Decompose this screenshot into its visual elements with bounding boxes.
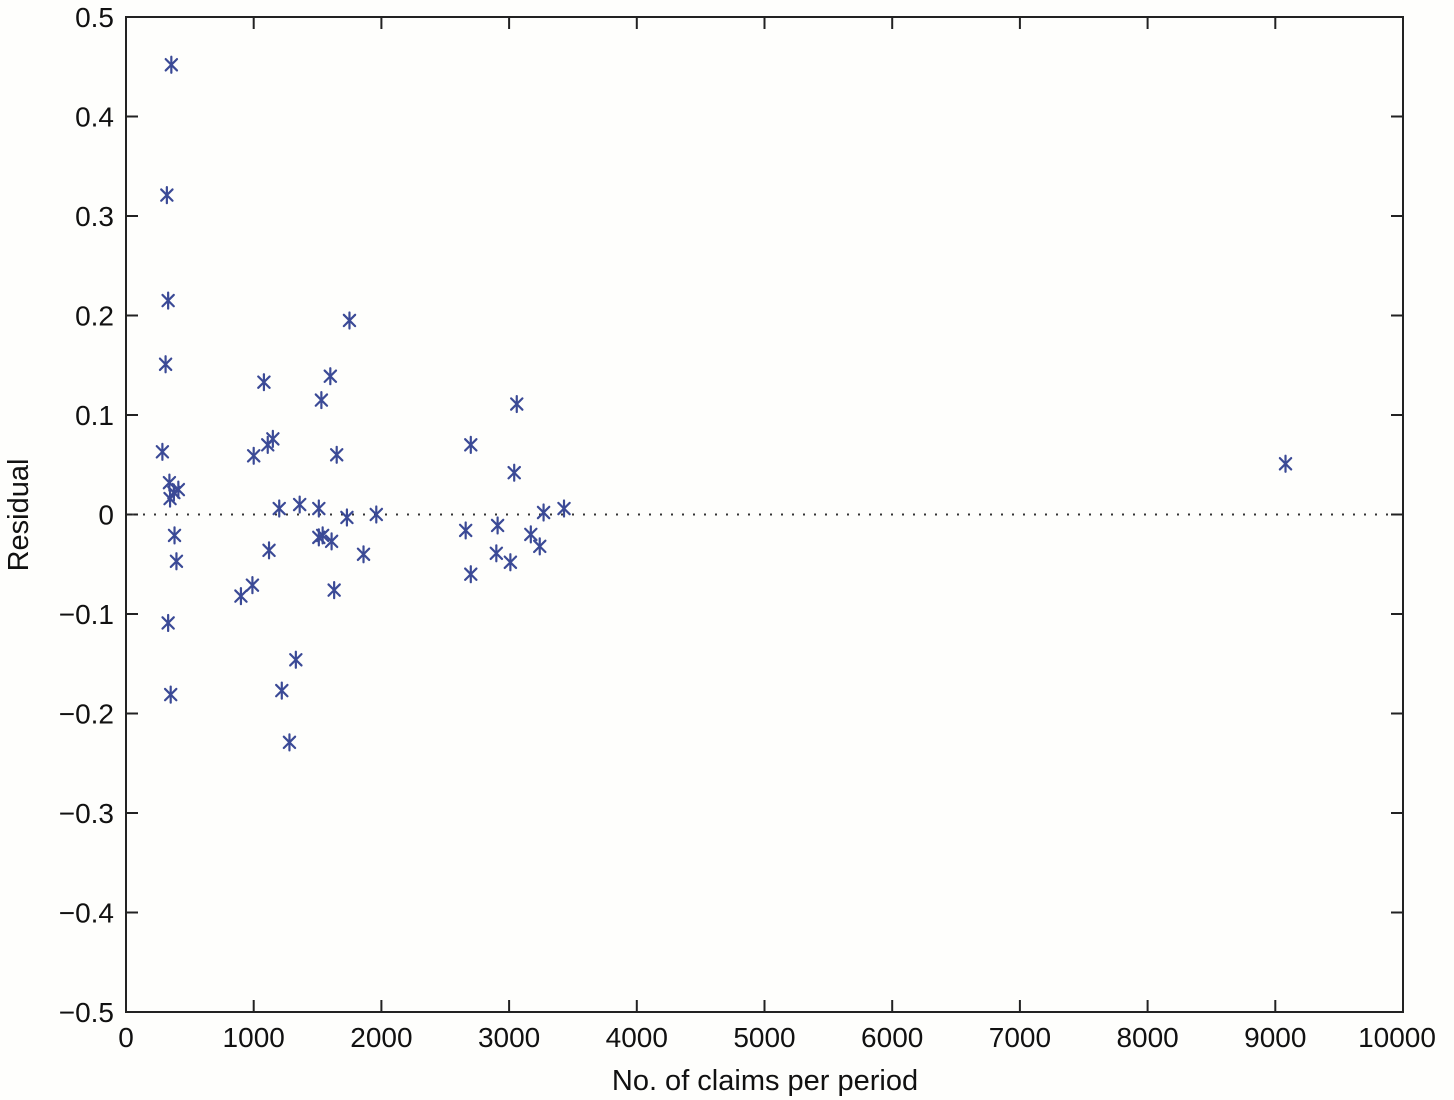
x-tick-label: 6000	[861, 1022, 923, 1053]
data-point	[167, 526, 182, 545]
y-tick-label: −0.5	[59, 997, 114, 1028]
data-point	[342, 311, 357, 330]
y-tick-label: −0.4	[59, 898, 114, 929]
data-point	[340, 508, 354, 527]
x-tick-label: 3000	[478, 1022, 540, 1053]
x-tick-label: 7000	[989, 1022, 1051, 1053]
plot-area	[125, 16, 1404, 1013]
data-point	[266, 429, 280, 448]
data-point	[510, 394, 524, 414]
y-tick-label: 0.5	[75, 2, 114, 33]
data-point	[315, 526, 330, 545]
x-tick-label: 5000	[733, 1022, 795, 1053]
y-tick-label: 0.1	[75, 400, 114, 431]
x-tick-label: 8000	[1116, 1022, 1178, 1053]
data-point	[369, 505, 384, 524]
x-tick-label: 10000	[1358, 1022, 1436, 1053]
data-point	[557, 499, 571, 518]
data-point	[314, 390, 329, 410]
data-point	[464, 435, 478, 454]
data-point	[275, 681, 289, 700]
x-tick-label: 2000	[350, 1022, 412, 1053]
data-point	[289, 650, 303, 669]
y-tick-label: −0.2	[59, 699, 114, 730]
data-point	[292, 495, 307, 514]
data-point	[464, 565, 478, 584]
y-axis-label: Residual	[3, 459, 35, 572]
data-point	[282, 733, 297, 752]
data-point	[158, 355, 173, 374]
data-point	[312, 499, 326, 518]
x-axis-label: No. of claims per period	[612, 1065, 918, 1097]
data-point	[507, 463, 521, 482]
data-point	[532, 537, 547, 556]
data-point	[160, 186, 174, 205]
data-point	[489, 544, 504, 563]
data-point	[327, 581, 341, 600]
data-point	[356, 545, 371, 564]
x-tick-label: 9000	[1244, 1022, 1306, 1053]
data-point	[503, 553, 518, 572]
data-point	[1278, 454, 1293, 473]
data-point	[490, 516, 505, 535]
x-tick-label: 1000	[223, 1022, 285, 1053]
data-point	[169, 552, 184, 571]
data-point	[458, 521, 473, 540]
data-point	[161, 613, 175, 633]
x-tick-label: 4000	[606, 1022, 668, 1053]
data-point	[262, 541, 276, 560]
y-tick-label: 0	[98, 500, 114, 531]
data-point	[257, 373, 271, 392]
data-point	[329, 445, 344, 464]
data-point	[246, 446, 261, 465]
data-point	[536, 503, 551, 522]
data-point	[161, 291, 175, 310]
data-point	[171, 480, 186, 499]
y-tick-label: 0.2	[75, 301, 114, 332]
data-point	[524, 525, 538, 544]
data-point	[234, 586, 248, 606]
y-tick-label: 0.4	[75, 102, 114, 133]
data-point	[163, 685, 178, 704]
data-points	[155, 55, 1293, 752]
x-tick-label: 0	[118, 1022, 134, 1053]
data-point	[324, 532, 339, 551]
data-point	[323, 367, 338, 386]
data-point	[164, 55, 179, 74]
data-point	[245, 576, 260, 595]
data-point	[272, 499, 286, 518]
axis-ticks: 0 1000 2000 3000 4000 5000 6000 7000 8000 9000 100…	[59, 2, 1436, 1053]
y-tick-label: 0.3	[75, 201, 114, 232]
data-point	[155, 442, 170, 461]
y-tick-label: −0.3	[59, 798, 114, 829]
y-tick-label: −0.1	[59, 599, 114, 630]
